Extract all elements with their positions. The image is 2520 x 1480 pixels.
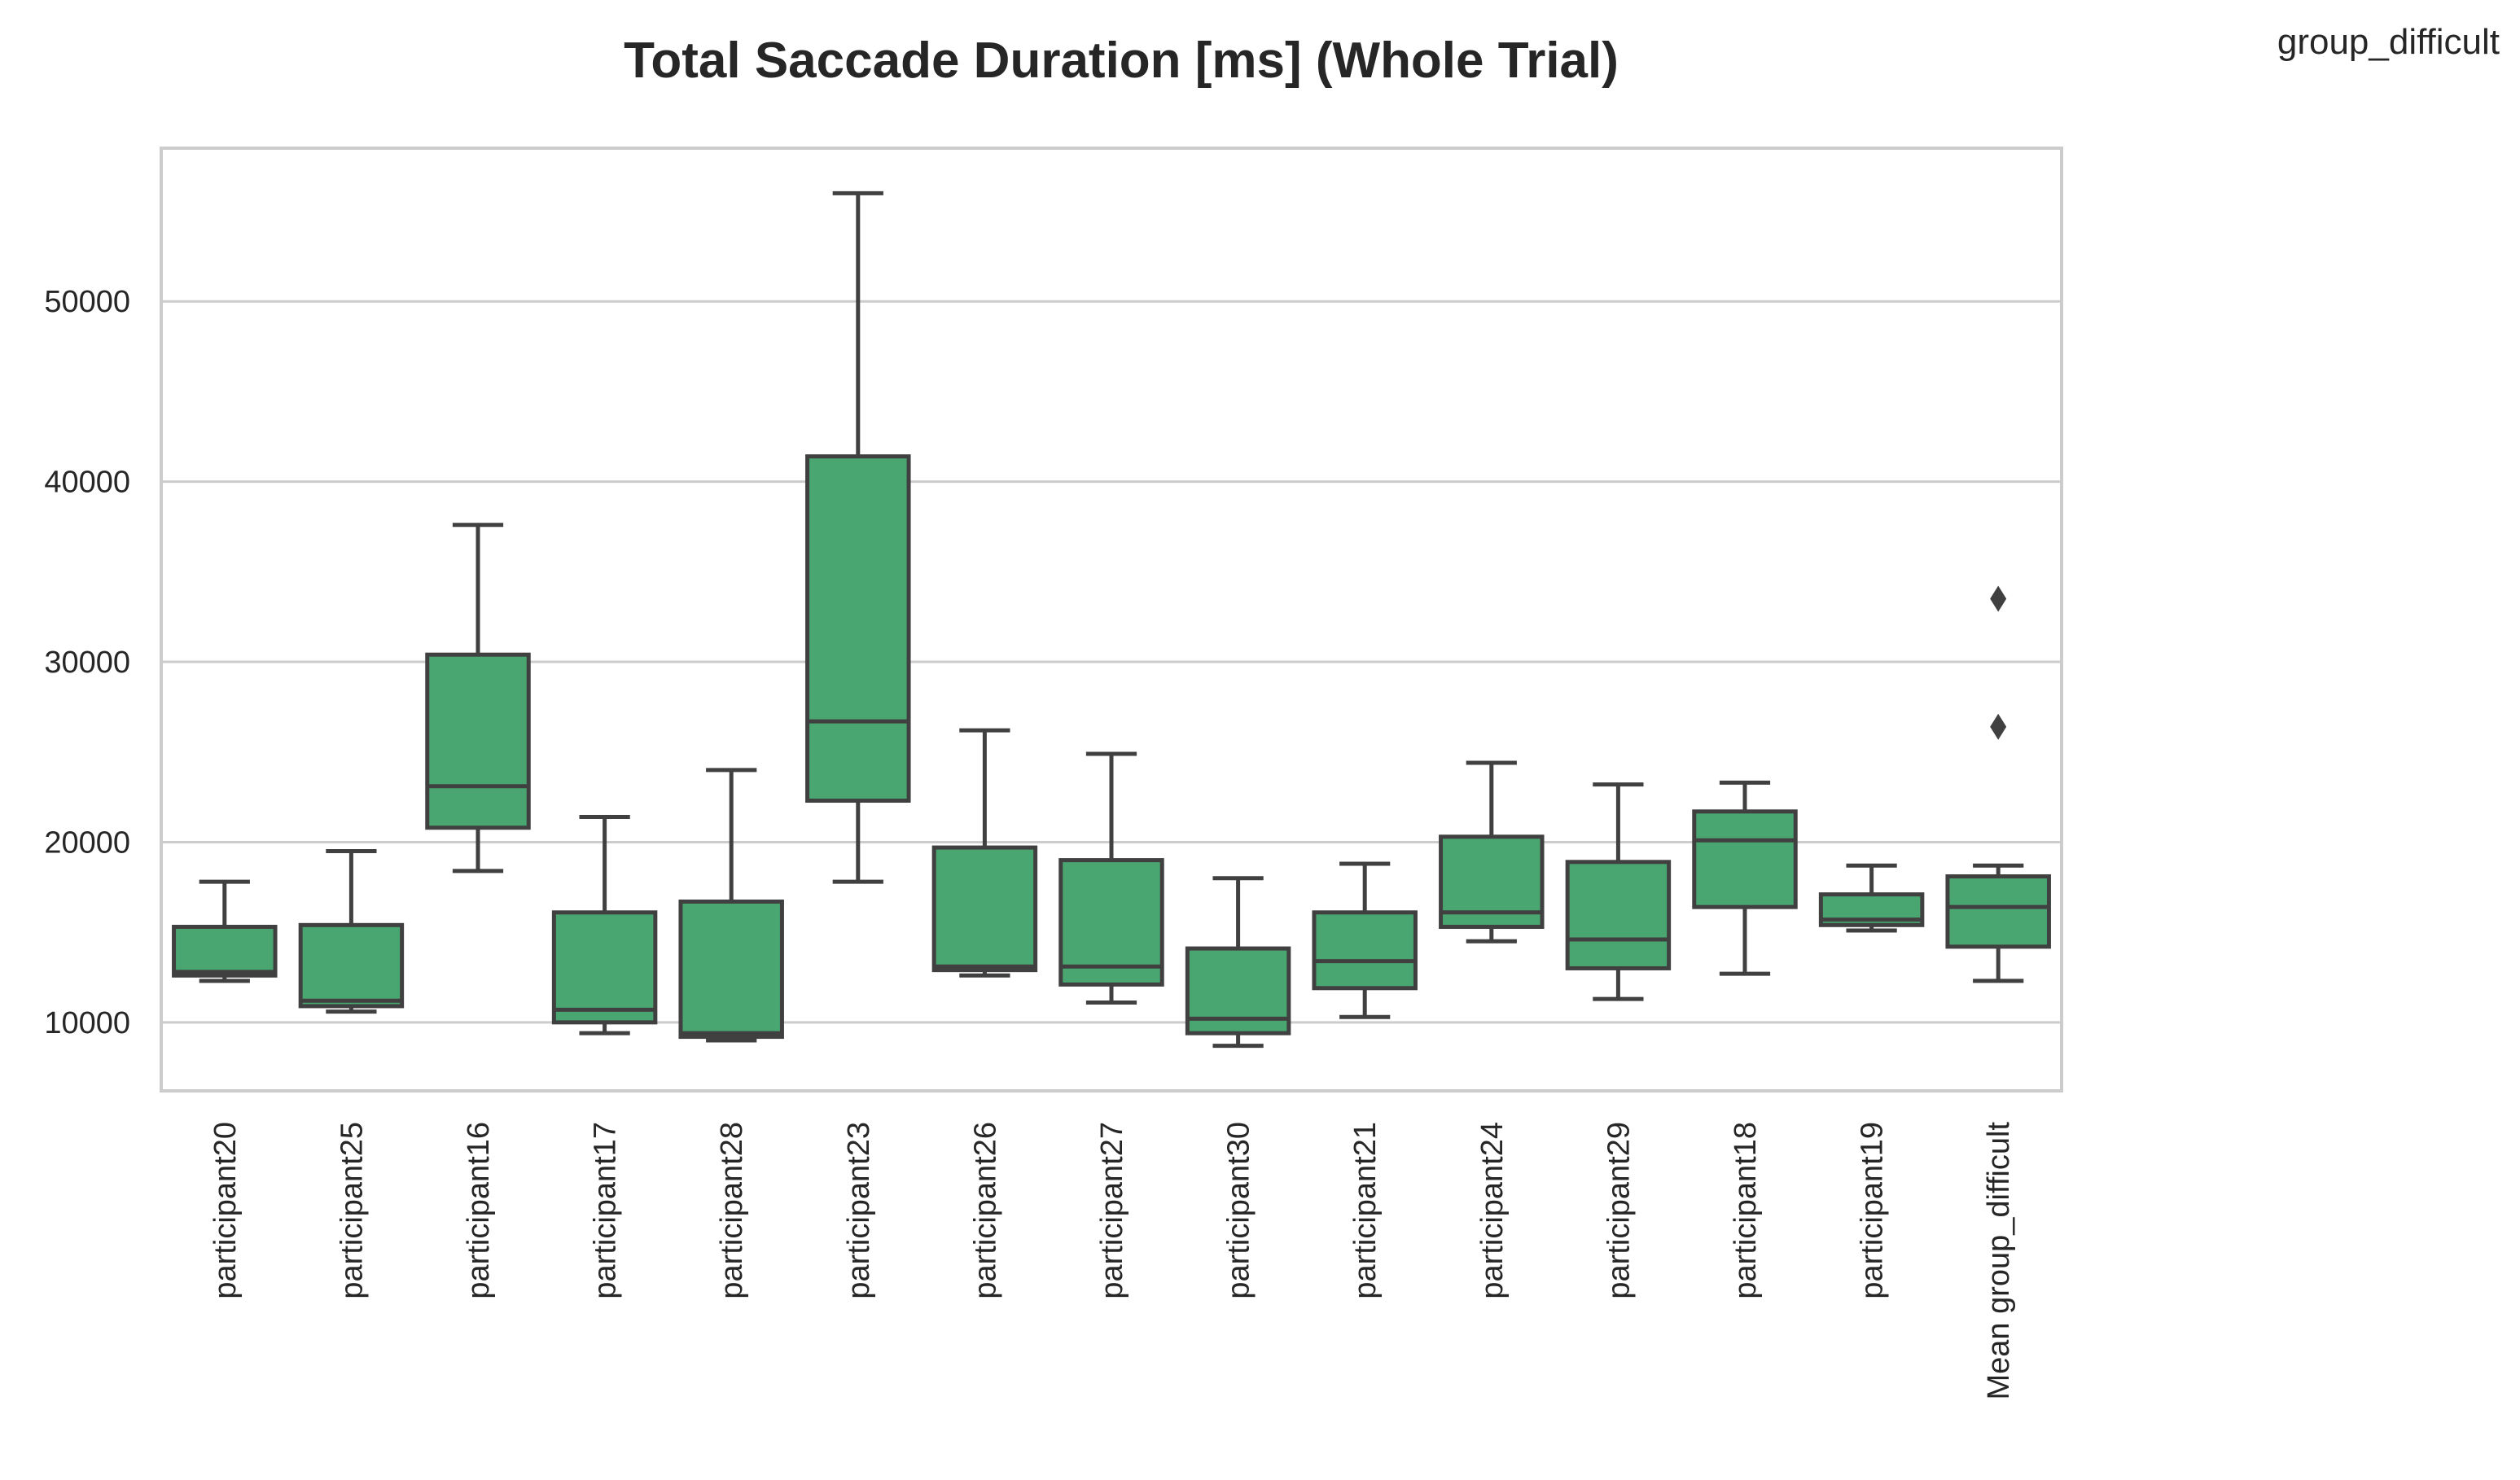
x-tick-label: participant30	[1222, 1122, 1256, 1299]
x-tick-label: participant21	[1348, 1122, 1383, 1299]
y-tick-label: 40000	[44, 466, 130, 500]
group-label: group_difficult	[2277, 22, 2500, 62]
iqr-box	[805, 454, 911, 803]
box-plots	[172, 190, 2051, 1049]
x-tick-label: participant27	[1095, 1122, 1129, 1299]
x-axis-ticks: participant20 participant25 participant16 p…	[208, 1122, 2016, 1400]
iqr-box	[1692, 809, 1798, 909]
box-participant18	[1692, 780, 1798, 976]
x-tick-label: participant28	[715, 1122, 749, 1299]
box-participant17	[551, 814, 658, 1036]
iqr-box	[551, 910, 658, 1025]
iqr-box	[298, 922, 405, 1009]
box-participant27	[1058, 751, 1164, 1005]
plot-frame	[160, 147, 2063, 1092]
x-tick-label: participant17	[589, 1122, 623, 1299]
box-participant29	[1565, 782, 1672, 1001]
box-participant24	[1439, 760, 1545, 944]
box-participant19	[1818, 863, 1925, 933]
y-tick-label: 50000	[44, 285, 130, 319]
iqr-box	[1565, 860, 1672, 970]
y-tick-label: 10000	[44, 1006, 130, 1040]
x-tick-label: participant23	[842, 1122, 876, 1299]
iqr-box	[1945, 874, 2051, 949]
box-participant28	[678, 768, 784, 1043]
box-participant21	[1312, 861, 1418, 1019]
x-tick-label: Mean group_difficult	[1982, 1122, 2016, 1400]
x-tick-label: participant18	[1729, 1122, 1763, 1299]
chart-title: Total Saccade Duration [ms] (Whole Trial…	[624, 33, 1619, 89]
x-tick-label: participant29	[1602, 1122, 1636, 1299]
x-tick-label: participant20	[208, 1122, 243, 1299]
y-tick-label: 30000	[44, 646, 130, 680]
x-tick-label: participant24	[1475, 1122, 1510, 1299]
outlier-point	[1990, 713, 2007, 740]
x-tick-label: participant19	[1856, 1122, 1890, 1299]
x-tick-label: participant26	[968, 1122, 1002, 1299]
iqr-box	[172, 925, 278, 978]
x-tick-label: participant16	[462, 1122, 496, 1299]
box-participant20	[172, 879, 278, 983]
box-participant26	[931, 728, 1038, 978]
iqr-box	[678, 900, 784, 1040]
box-mean-group_difficult	[1945, 585, 2051, 983]
box-participant23	[805, 190, 911, 884]
iqr-box	[1058, 858, 1164, 987]
y-tick-label: 20000	[44, 825, 130, 860]
box-participant16	[425, 523, 531, 874]
outlier-point	[1990, 585, 2007, 612]
iqr-box	[1312, 910, 1418, 991]
box-participant25	[298, 849, 405, 1014]
x-tick-label: participant25	[335, 1122, 369, 1299]
box-participant30	[1185, 876, 1291, 1049]
y-axis-ticks: 10000 20000 30000 40000 50000	[44, 285, 130, 1040]
iqr-box	[425, 652, 531, 830]
iqr-box	[931, 845, 1038, 973]
